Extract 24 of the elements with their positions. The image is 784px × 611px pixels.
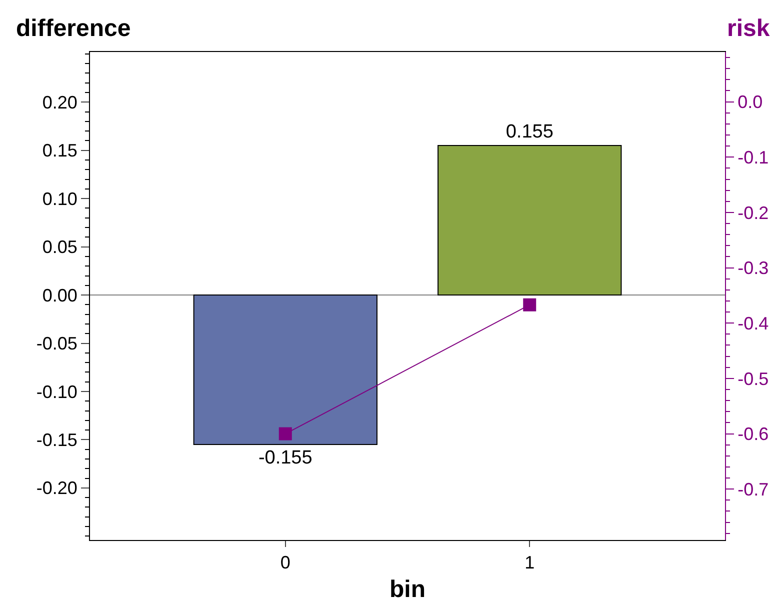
y-tick-label: -0.05 xyxy=(36,334,78,354)
y-axis-title: difference xyxy=(16,15,131,42)
y2-tick-label: -0.1 xyxy=(738,147,769,168)
data-label: 0.155 xyxy=(506,122,554,143)
y2-tick-label: -0.6 xyxy=(738,424,769,444)
y-tick-label: 0.15 xyxy=(42,140,78,161)
y-tick-label: 0.00 xyxy=(42,285,78,306)
y2-tick-label: -0.4 xyxy=(738,313,769,334)
y-tick-label: 0.10 xyxy=(42,188,78,209)
x-tick-label: 1 xyxy=(524,552,535,573)
y2-tick-label: -0.5 xyxy=(738,368,769,389)
data-label: -0.155 xyxy=(258,448,312,469)
y-tick-label: -0.15 xyxy=(36,430,78,450)
y2-tick-label: 0.0 xyxy=(738,92,763,112)
x-tick-label: 0 xyxy=(280,552,290,573)
y-tick-label: 0.05 xyxy=(42,237,78,258)
y2-tick-label: -0.2 xyxy=(738,202,769,223)
y2-tick-label: -0.3 xyxy=(738,258,769,278)
y-tick-label: -0.10 xyxy=(36,382,78,402)
y2-tick-label: -0.7 xyxy=(738,479,769,500)
x-axis-title: bin xyxy=(390,576,426,603)
y-tick-label: 0.20 xyxy=(42,92,78,112)
y-tick-label: -0.20 xyxy=(36,478,78,498)
y2-axis-title: risk xyxy=(727,15,770,42)
